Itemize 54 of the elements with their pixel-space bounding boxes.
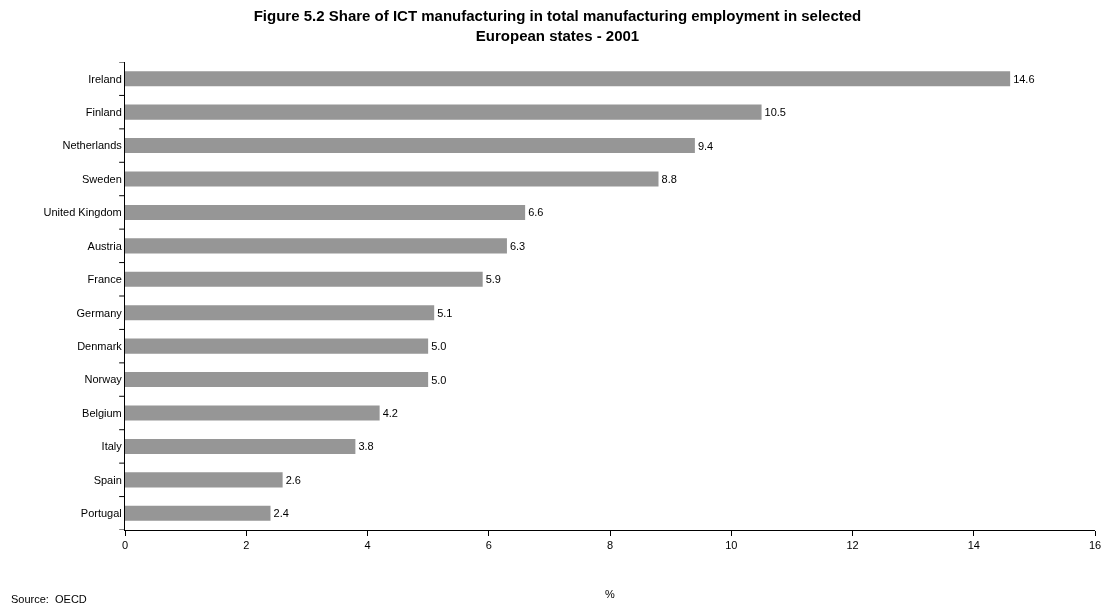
y-tick-label: Spain xyxy=(93,473,122,486)
bar xyxy=(125,505,271,521)
data-label: 5.0 xyxy=(431,373,447,386)
bar xyxy=(125,238,507,254)
data-label: 5.0 xyxy=(431,340,447,353)
bar xyxy=(125,138,695,154)
source-note: Source: OECD xyxy=(11,593,87,605)
y-tick-label: Ireland xyxy=(88,72,122,85)
y-tick-label: Belgium xyxy=(82,406,122,419)
data-label: 9.4 xyxy=(697,139,714,152)
data-label: 2.4 xyxy=(273,507,289,520)
x-tick-label: 6 xyxy=(485,539,492,552)
bar xyxy=(125,305,435,321)
x-tick-label: 16 xyxy=(1088,539,1102,552)
data-label: 2.6 xyxy=(285,473,301,486)
bar xyxy=(125,372,429,388)
x-tick-label: 8 xyxy=(606,539,614,552)
x-tick-label: 4 xyxy=(364,539,371,552)
data-label: 3.8 xyxy=(358,440,374,453)
y-tick-label: Germany xyxy=(76,306,123,319)
x-axis-title: % xyxy=(605,588,616,601)
x-tick-label: 12 xyxy=(846,539,859,552)
bar xyxy=(125,472,283,488)
x-tick-label: 2 xyxy=(243,539,250,552)
data-label: 6.6 xyxy=(528,206,544,219)
data-label: 10.5 xyxy=(764,106,786,119)
bar xyxy=(125,338,429,354)
x-tick-label: 14 xyxy=(967,539,980,552)
data-label: 6.3 xyxy=(509,239,526,252)
y-tick-label: Sweden xyxy=(82,172,122,185)
data-label: 14.6 xyxy=(1013,72,1035,85)
data-label: 5.1 xyxy=(437,306,453,319)
data-label: 5.9 xyxy=(485,273,501,286)
bar xyxy=(125,104,762,120)
y-tick-label: France xyxy=(87,273,122,286)
y-tick-label: Norway xyxy=(84,373,123,386)
y-tick-label: Italy xyxy=(101,440,123,453)
chart-title: Figure 5.2 Share of ICT manufacturing in total manufacturing employment in selected European states - 2001 xyxy=(253,7,862,44)
bar xyxy=(125,171,659,187)
bar xyxy=(125,71,1011,87)
x-tick-label: 0 xyxy=(121,539,129,552)
y-tick-label: Finland xyxy=(85,105,122,118)
y-tick-label: Austria xyxy=(87,239,123,252)
x-tick-label: 10 xyxy=(725,539,738,552)
y-tick-label: Denmark xyxy=(77,339,123,352)
data-label: 8.8 xyxy=(661,173,677,185)
data-label: 4.2 xyxy=(382,407,398,419)
bar xyxy=(125,405,380,421)
bar xyxy=(125,204,526,220)
y-tick-label: United Kingdom xyxy=(43,206,122,219)
bar xyxy=(125,438,356,454)
bar xyxy=(125,271,483,287)
y-tick-label: Portugal xyxy=(80,507,122,520)
y-tick-label: Netherlands xyxy=(62,139,123,152)
